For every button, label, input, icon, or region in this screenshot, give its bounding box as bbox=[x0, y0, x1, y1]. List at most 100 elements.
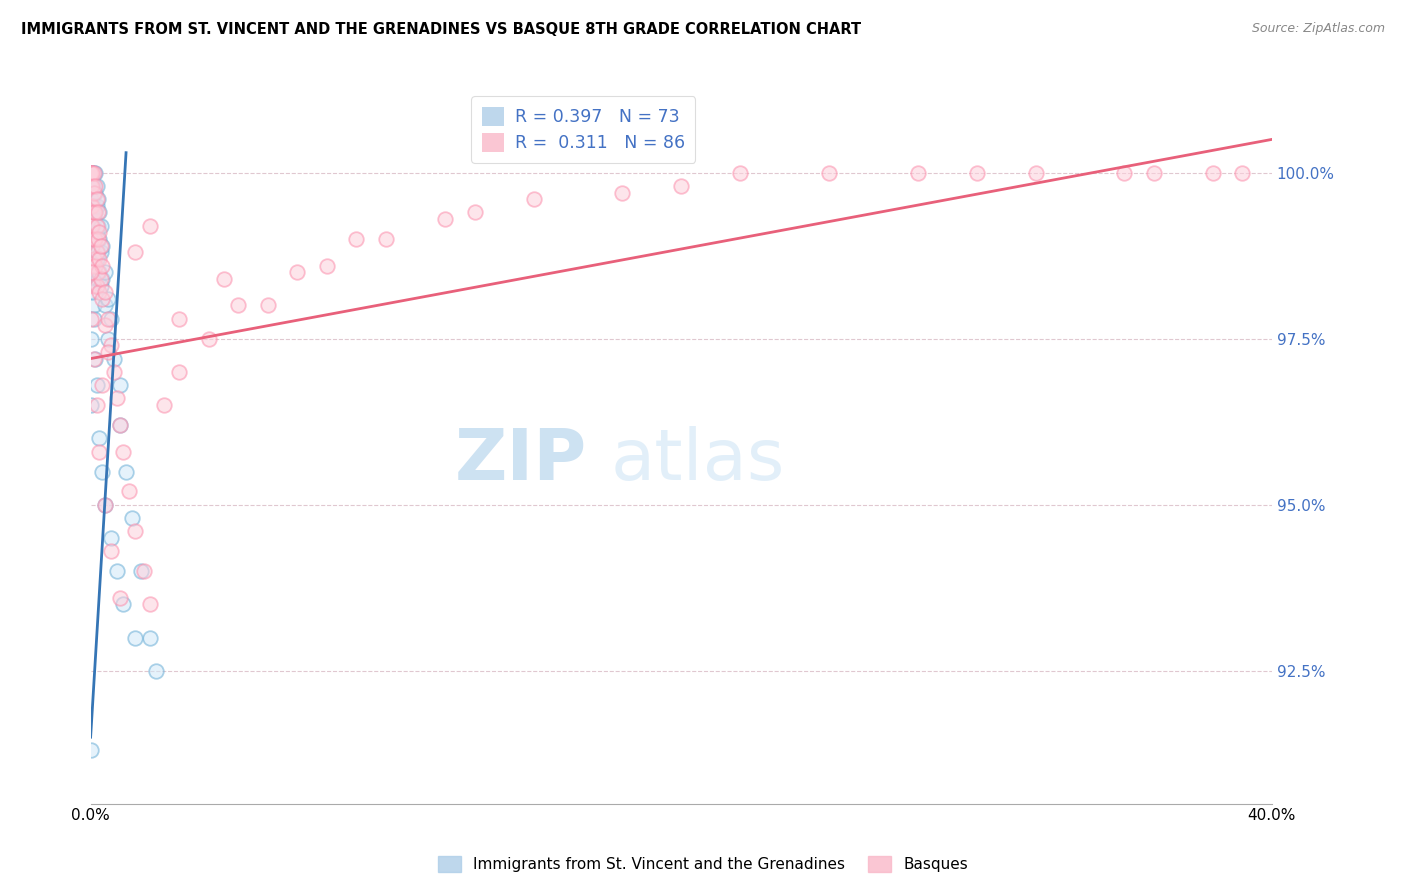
Point bbox=[91, 465, 114, 479]
Point bbox=[79, 265, 101, 279]
Point bbox=[84, 351, 107, 366]
Point bbox=[145, 664, 167, 678]
Point bbox=[80, 219, 103, 233]
Point bbox=[612, 186, 634, 200]
Point bbox=[730, 166, 752, 180]
Point bbox=[79, 192, 101, 206]
Point bbox=[374, 232, 396, 246]
Point bbox=[86, 219, 108, 233]
Point bbox=[87, 265, 110, 279]
Point bbox=[97, 332, 120, 346]
Point bbox=[83, 351, 105, 366]
Point bbox=[124, 524, 146, 539]
Point bbox=[79, 332, 101, 346]
Point bbox=[285, 265, 308, 279]
Point bbox=[83, 199, 105, 213]
Point bbox=[86, 199, 108, 213]
Point bbox=[80, 259, 103, 273]
Point bbox=[100, 544, 122, 558]
Point bbox=[108, 417, 131, 432]
Point bbox=[94, 498, 117, 512]
Point bbox=[89, 226, 111, 240]
Point bbox=[80, 232, 103, 246]
Point bbox=[966, 166, 988, 180]
Point bbox=[907, 166, 929, 180]
Point bbox=[86, 278, 108, 293]
Point bbox=[84, 259, 107, 273]
Point bbox=[89, 205, 111, 219]
Point bbox=[94, 265, 117, 279]
Point bbox=[91, 272, 114, 286]
Point bbox=[86, 245, 108, 260]
Point bbox=[80, 285, 103, 300]
Point bbox=[94, 298, 117, 312]
Point bbox=[103, 351, 125, 366]
Point bbox=[84, 259, 107, 273]
Point bbox=[84, 232, 107, 246]
Legend: R = 0.397   N = 73, R =  0.311   N = 86: R = 0.397 N = 73, R = 0.311 N = 86 bbox=[471, 96, 696, 162]
Point bbox=[87, 205, 110, 219]
Point bbox=[79, 166, 101, 180]
Point bbox=[83, 232, 105, 246]
Point bbox=[671, 178, 693, 193]
Point bbox=[1114, 166, 1136, 180]
Point bbox=[138, 631, 160, 645]
Point bbox=[344, 232, 367, 246]
Point bbox=[89, 232, 111, 246]
Point bbox=[83, 212, 105, 227]
Point bbox=[94, 498, 117, 512]
Point bbox=[80, 199, 103, 213]
Point bbox=[100, 338, 122, 352]
Point bbox=[90, 278, 112, 293]
Point bbox=[90, 272, 112, 286]
Point bbox=[86, 252, 108, 266]
Point bbox=[84, 232, 107, 246]
Point bbox=[129, 564, 152, 578]
Point bbox=[97, 311, 120, 326]
Point bbox=[86, 226, 108, 240]
Point bbox=[132, 564, 155, 578]
Point bbox=[818, 166, 841, 180]
Point bbox=[80, 199, 103, 213]
Point bbox=[103, 365, 125, 379]
Point bbox=[83, 186, 105, 200]
Point bbox=[80, 166, 103, 180]
Text: atlas: atlas bbox=[610, 425, 785, 495]
Point bbox=[108, 591, 131, 605]
Point bbox=[79, 219, 101, 233]
Point bbox=[89, 431, 111, 445]
Point bbox=[124, 631, 146, 645]
Point bbox=[94, 285, 117, 300]
Point bbox=[83, 278, 105, 293]
Point bbox=[100, 311, 122, 326]
Point bbox=[79, 166, 101, 180]
Point bbox=[80, 212, 103, 227]
Point bbox=[83, 166, 105, 180]
Point bbox=[138, 219, 160, 233]
Point bbox=[1143, 166, 1166, 180]
Point bbox=[86, 378, 108, 392]
Point bbox=[86, 278, 108, 293]
Text: ZIP: ZIP bbox=[454, 425, 586, 495]
Point bbox=[118, 484, 141, 499]
Point bbox=[83, 311, 105, 326]
Point bbox=[256, 298, 278, 312]
Point bbox=[434, 212, 457, 227]
Point bbox=[79, 311, 101, 326]
Point bbox=[90, 245, 112, 260]
Point bbox=[108, 378, 131, 392]
Point bbox=[83, 166, 105, 180]
Point bbox=[153, 398, 176, 412]
Point bbox=[112, 598, 135, 612]
Point bbox=[90, 219, 112, 233]
Point bbox=[100, 531, 122, 545]
Point bbox=[94, 318, 117, 333]
Text: Source: ZipAtlas.com: Source: ZipAtlas.com bbox=[1251, 22, 1385, 36]
Point bbox=[79, 166, 101, 180]
Text: IMMIGRANTS FROM ST. VINCENT AND THE GRENADINES VS BASQUE 8TH GRADE CORRELATION C: IMMIGRANTS FROM ST. VINCENT AND THE GREN… bbox=[21, 22, 862, 37]
Point bbox=[80, 166, 103, 180]
Legend: Immigrants from St. Vincent and the Grenadines, Basques: Immigrants from St. Vincent and the Gren… bbox=[430, 848, 976, 880]
Point bbox=[1025, 166, 1047, 180]
Point bbox=[79, 166, 101, 180]
Point bbox=[86, 398, 108, 412]
